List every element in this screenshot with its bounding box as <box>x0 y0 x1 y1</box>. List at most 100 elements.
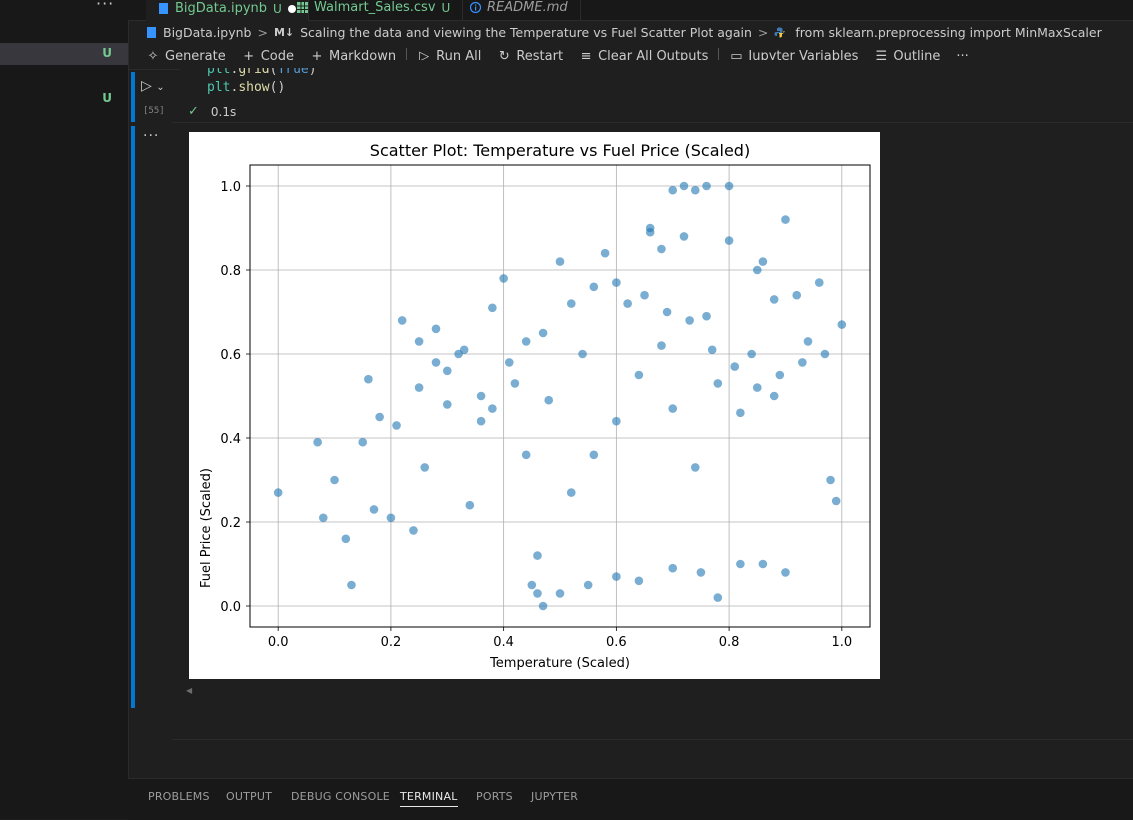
scatter-point <box>820 349 830 359</box>
scatter-point <box>713 593 723 602</box>
outline-button[interactable]: ☰ Outline <box>866 45 948 67</box>
scatter-point <box>657 341 666 350</box>
scroll-left-icon[interactable]: ◀ <box>186 686 193 695</box>
next-cell[interactable] <box>172 739 1133 780</box>
scatter-point <box>747 349 756 359</box>
untracked-badge: U <box>102 91 112 105</box>
add-markdown-button[interactable]: + Markdown <box>302 45 404 67</box>
chevron-down-icon[interactable]: ⌄ <box>156 82 165 93</box>
scatter-point <box>668 185 678 195</box>
scatter-point <box>623 299 632 308</box>
code-token: ( <box>269 62 278 77</box>
scatter-point <box>341 534 351 544</box>
scatter-point <box>685 316 694 325</box>
run-all-button[interactable]: ▷ Run All <box>409 45 489 67</box>
scatter-point <box>527 580 537 590</box>
restart-icon: ↻ <box>498 48 510 64</box>
toolbar-divider <box>406 48 408 64</box>
tab-jupyter[interactable]: JUPYTER <box>531 790 579 803</box>
scatter-point <box>713 379 723 388</box>
scatter-point <box>736 559 745 569</box>
code-token: plt <box>207 80 231 95</box>
jupyter-variables-button[interactable]: ▭ Jupyter Variables <box>721 45 866 67</box>
x-tick-label: 0.6 <box>606 635 627 650</box>
more-icon: ··· <box>956 48 969 64</box>
check-icon: ✓ <box>188 104 199 119</box>
scatter-point <box>420 463 430 472</box>
scatter-point <box>414 383 424 392</box>
scatter-point <box>634 370 644 380</box>
scatter-point <box>690 463 700 472</box>
more-actions-button[interactable]: ··· <box>948 45 976 67</box>
tab-status: U <box>441 0 451 15</box>
scatter-point <box>414 337 424 346</box>
clear-outputs-label: Clear All Outputs <box>598 48 709 64</box>
scatter-point <box>476 416 486 426</box>
generate-button[interactable]: ✧ Generate <box>138 45 234 67</box>
tab-problems[interactable]: PROBLEMS <box>148 790 210 803</box>
scatter-point <box>803 337 813 346</box>
explorer-item[interactable]: U <box>0 88 128 110</box>
scatter-point <box>702 181 711 191</box>
info-icon <box>470 2 481 13</box>
explorer-item[interactable]: U <box>0 43 128 65</box>
scatter-point <box>566 299 576 308</box>
tab-readme[interactable]: README.md <box>458 0 581 20</box>
scatter-point <box>758 559 768 569</box>
cell-focus-bar <box>131 72 135 122</box>
scatter-point <box>313 437 322 447</box>
tab-output[interactable]: OUTPUT <box>226 790 273 803</box>
untracked-badge: U <box>102 46 112 60</box>
scatter-point <box>533 551 542 560</box>
y-tick-label: 0.8 <box>220 264 241 279</box>
scatter-point <box>696 568 706 577</box>
scatter-point <box>690 185 700 195</box>
clear-outputs-button[interactable]: ≡ Clear All Outputs <box>571 45 716 67</box>
code-line: plt.show() <box>207 80 285 95</box>
y-tick-label: 0.0 <box>220 600 241 615</box>
scatter-point <box>600 248 610 258</box>
scatter-point <box>476 391 486 401</box>
breadcrumb-cell[interactable]: from sklearn.preprocessing import MinMax… <box>795 24 1102 40</box>
scatter-point <box>781 215 790 224</box>
scatter-point <box>330 475 339 485</box>
unsaved-dot-icon[interactable] <box>287 4 296 13</box>
breadcrumb-section[interactable]: Scaling the data and viewing the Tempera… <box>300 24 752 40</box>
scatter-point <box>724 181 734 191</box>
explorer-sidebar: ··· U U <box>0 0 129 819</box>
run-cell-icon[interactable]: ▷ ⌄ <box>141 78 165 94</box>
scatter-point <box>837 320 847 329</box>
scatter-point <box>781 568 790 577</box>
output-more-icon[interactable]: ··· <box>143 128 160 144</box>
scatter-point <box>465 500 475 510</box>
tab-debug-console[interactable]: DEBUG CONSOLE <box>291 790 390 803</box>
restart-button[interactable]: ↻ Restart <box>489 45 571 67</box>
scatter-point <box>792 290 802 300</box>
generate-label: Generate <box>165 48 226 64</box>
tab-bigdata[interactable]: BigData.ipynb U <box>146 0 309 21</box>
scatter-point <box>589 450 599 460</box>
scroll-mask <box>180 60 1133 68</box>
sparkle-icon: ✧ <box>147 48 159 64</box>
scatter-point <box>392 421 401 430</box>
axes-frame <box>249 164 871 628</box>
scatter-point <box>798 358 807 367</box>
tab-label: README.md <box>487 0 568 15</box>
scatter-point <box>397 316 407 325</box>
breadcrumb-file[interactable]: BigData.ipynb <box>163 24 252 40</box>
explorer-more-icon[interactable]: ··· <box>96 0 115 13</box>
tab-terminal[interactable]: TERMINAL <box>400 790 458 807</box>
add-code-button[interactable]: + Code <box>234 45 302 67</box>
tab-walmart-sales[interactable]: Walmart_Sales.csv U <box>285 0 464 20</box>
scatter-point <box>273 488 283 497</box>
scatter-point <box>589 282 599 292</box>
code-token: . <box>230 62 239 77</box>
scatter-point <box>769 391 779 401</box>
tab-ports[interactable]: PORTS <box>476 790 513 803</box>
scatter-point <box>578 349 587 359</box>
code-token: () <box>269 80 286 95</box>
code-token: . <box>230 80 239 95</box>
scatter-point <box>645 227 655 237</box>
scatter-point <box>634 576 644 586</box>
scatter-point <box>555 589 565 598</box>
